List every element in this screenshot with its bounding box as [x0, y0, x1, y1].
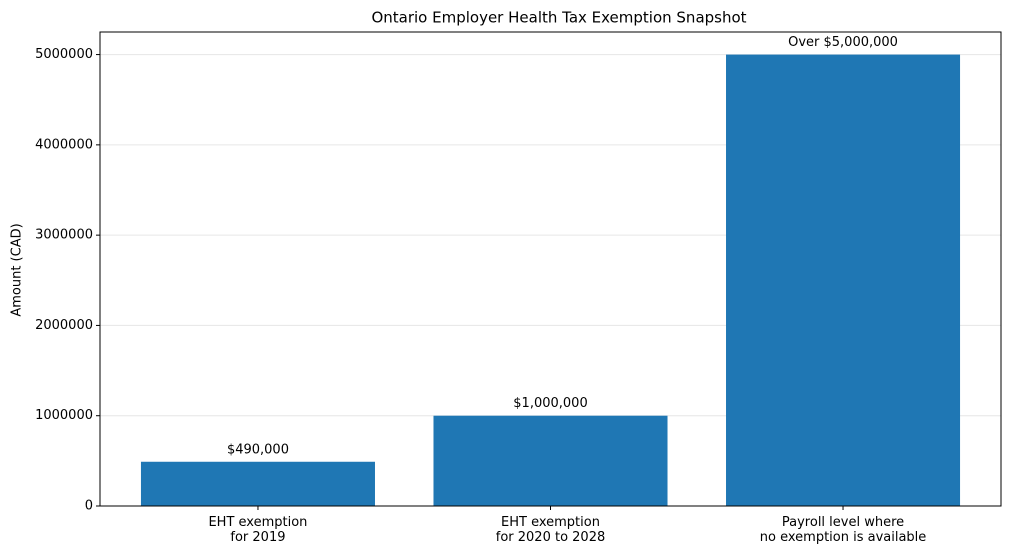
y-tick-label: 0	[85, 499, 93, 514]
chart-title: Ontario Employer Health Tax Exemption Sn…	[371, 9, 746, 27]
bar	[433, 415, 668, 506]
x-tick-label: Payroll level where no exemption is avai…	[759, 515, 927, 545]
y-tick-label: 4000000	[35, 137, 93, 152]
y-tick-label: 5000000	[35, 47, 93, 62]
bar	[140, 461, 375, 506]
x-tick-label: EHT exemption for 2020 to 2028	[495, 515, 606, 545]
value-label: $490,000	[227, 442, 289, 457]
x-tick-label: EHT exemption for 2019	[208, 515, 308, 545]
y-tick-label: 2000000	[35, 318, 93, 333]
plot-frame	[99, 31, 1002, 507]
y-tick-label: 1000000	[35, 408, 93, 423]
y-tick-label: 3000000	[35, 228, 93, 243]
bar	[726, 54, 961, 506]
value-label: Over $5,000,000	[788, 35, 898, 50]
y-axis-label: Amount (CAD)	[10, 223, 25, 316]
value-label: $1,000,000	[513, 396, 587, 411]
